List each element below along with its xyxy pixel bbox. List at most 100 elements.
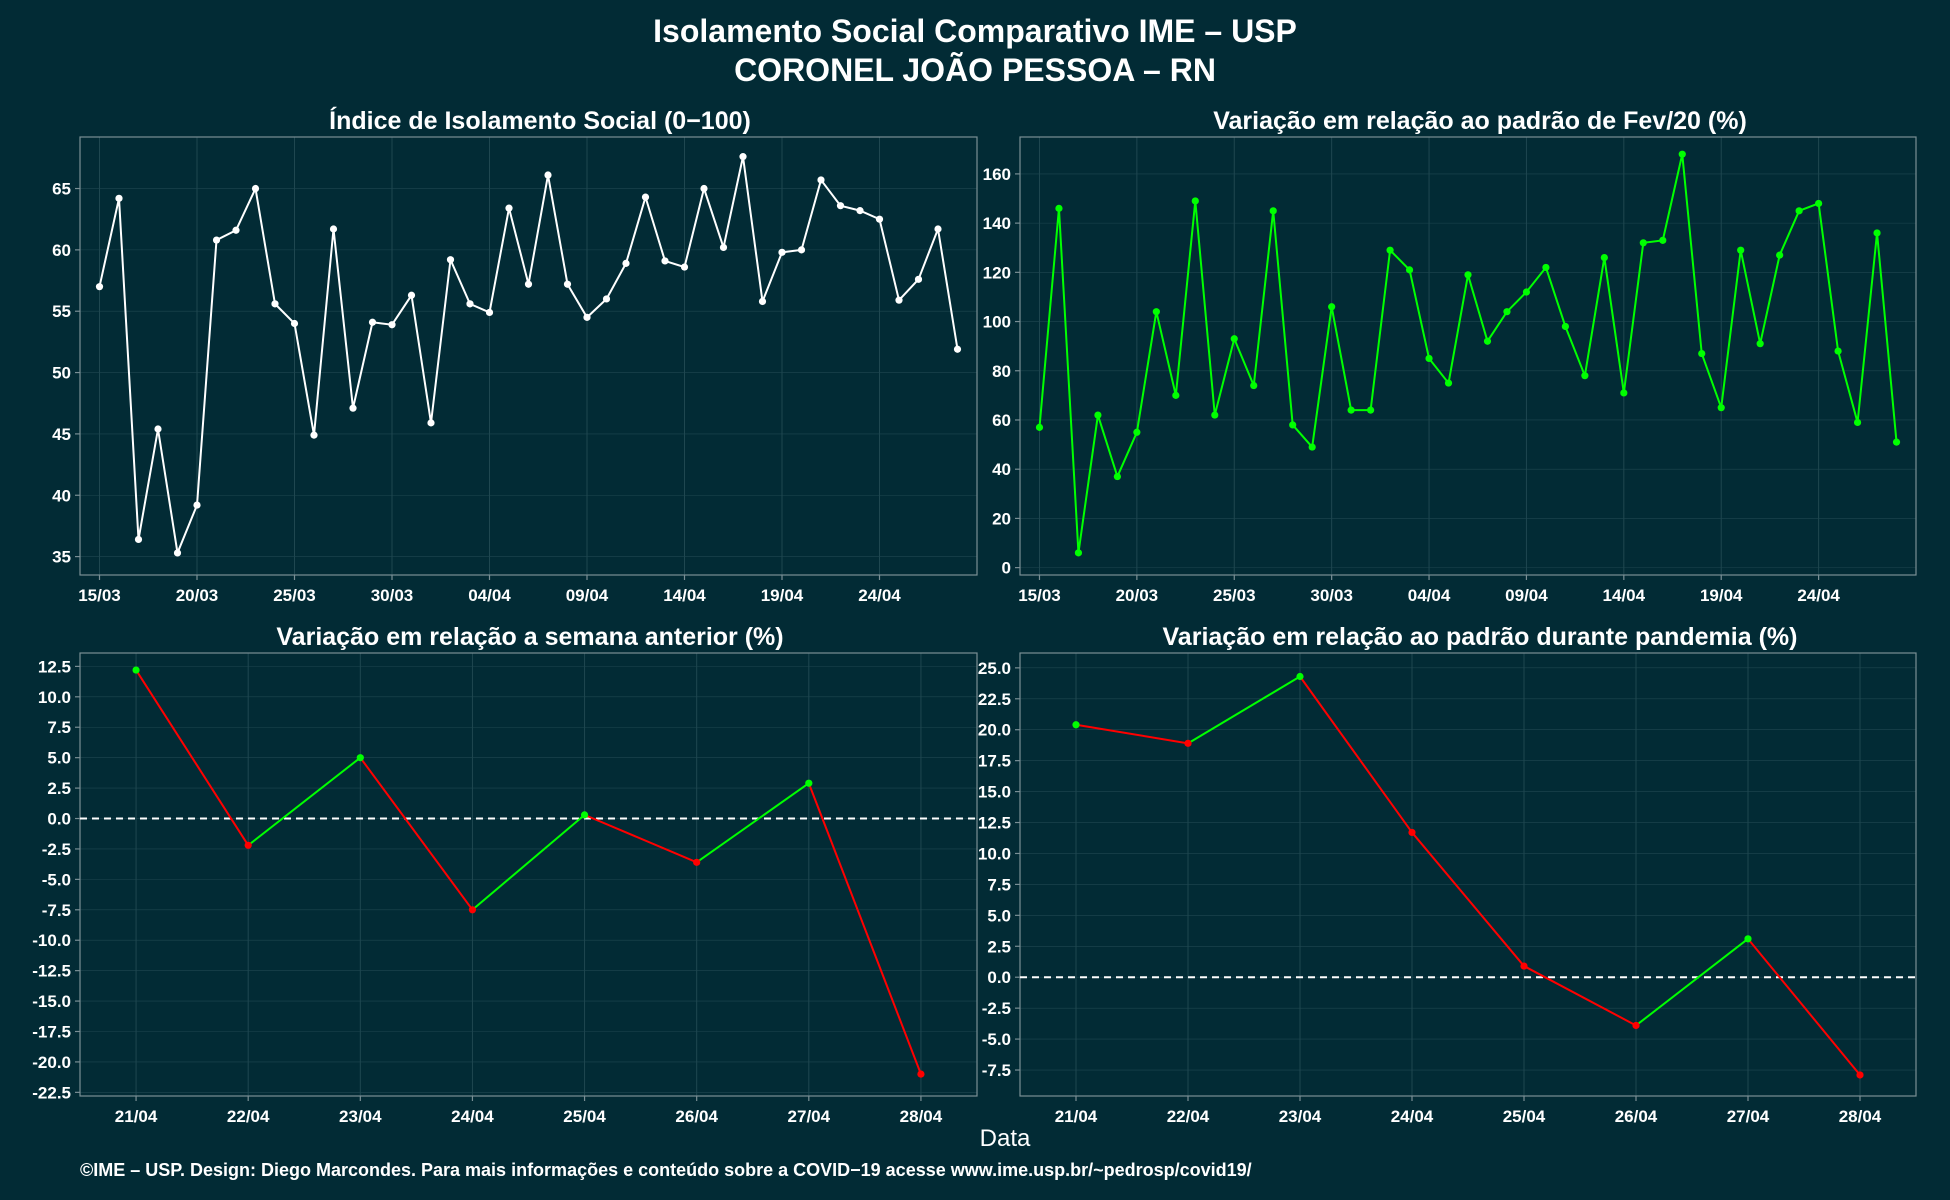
data-point: [1853, 418, 1862, 427]
x-tick-label: 27/04: [1727, 1107, 1770, 1126]
y-tick-label: -7.5: [42, 901, 71, 920]
y-tick-label: 35: [52, 548, 71, 567]
data-point: [914, 275, 923, 283]
data-point: [1620, 389, 1628, 397]
data-point: [778, 248, 786, 256]
y-tick-label: -15.0: [32, 992, 71, 1011]
data-point: [1296, 672, 1304, 681]
data-point: [1756, 340, 1764, 348]
data-point: [797, 246, 806, 254]
data-point: [173, 549, 182, 557]
data-point: [1367, 406, 1375, 414]
data-point: [427, 419, 435, 427]
data-point: [1191, 197, 1199, 205]
y-tick-label: 80: [992, 362, 1011, 381]
y-tick-label: -5.0: [982, 1030, 1011, 1049]
data-point: [1425, 354, 1433, 363]
x-tick-label: 27/04: [788, 1107, 831, 1126]
series-segment: [247, 756, 361, 847]
x-tick-label: 25/03: [1213, 586, 1256, 605]
data-point: [1678, 150, 1686, 158]
x-tick-label: 23/04: [339, 1107, 382, 1126]
x-tick-label: 24/04: [1797, 586, 1840, 605]
data-point: [244, 841, 252, 849]
data-point: [805, 779, 813, 787]
data-point: [1405, 266, 1414, 274]
data-point: [154, 425, 162, 433]
x-tick-label: 26/04: [675, 1107, 718, 1126]
data-point: [580, 811, 589, 819]
data-point: [251, 184, 260, 193]
x-tick-label: 26/04: [1615, 1107, 1658, 1126]
data-point: [1892, 438, 1901, 446]
data-point: [1055, 204, 1063, 212]
y-tick-label: 22.5: [978, 690, 1011, 709]
x-tick-label: 14/04: [1603, 586, 1646, 605]
data-point: [583, 313, 591, 321]
y-tick-label: 7.5: [47, 718, 71, 737]
data-point: [622, 259, 630, 267]
data-point: [1074, 549, 1083, 557]
data-point: [1152, 308, 1160, 316]
x-tick-label: 30/03: [371, 586, 414, 605]
y-tick-label: 0: [1002, 559, 1011, 578]
x-tick-label: 25/04: [563, 1107, 606, 1126]
data-point: [1289, 421, 1297, 429]
data-point: [505, 204, 513, 212]
x-tick-label: 24/04: [1391, 1107, 1434, 1126]
data-point: [115, 194, 123, 202]
data-point: [1444, 379, 1453, 387]
x-axis-label: Data: [980, 1125, 1031, 1152]
data-point: [1172, 391, 1180, 399]
data-point: [1522, 288, 1531, 296]
data-point: [1269, 207, 1277, 215]
data-point: [758, 297, 767, 306]
x-tick-label: 25/03: [273, 586, 316, 605]
data-point: [856, 207, 864, 215]
data-point: [1815, 199, 1823, 208]
plot-frame: [79, 652, 978, 1097]
data-point: [1834, 347, 1842, 355]
data-point: [1632, 1021, 1640, 1030]
y-tick-label: 100: [983, 313, 1011, 332]
y-tick-label: 40: [52, 486, 71, 505]
x-tick-label: 15/03: [78, 586, 121, 605]
series-segment: [1635, 938, 1749, 1027]
y-tick-label: 160: [983, 165, 1011, 184]
x-tick-label: 04/04: [468, 586, 511, 605]
y-tick-label: -5.0: [42, 870, 71, 889]
plot-frame: [79, 136, 978, 576]
data-point: [1072, 721, 1080, 729]
data-point: [485, 308, 494, 317]
x-tick-label: 04/04: [1408, 586, 1451, 605]
y-tick-label: 60: [992, 411, 1011, 430]
data-point: [680, 263, 689, 271]
data-point: [1230, 335, 1238, 343]
y-tick-label: -12.5: [32, 962, 71, 981]
data-point: [446, 256, 455, 264]
y-tick-label: 10.0: [38, 688, 71, 707]
data-point: [641, 193, 650, 201]
data-point: [368, 318, 377, 326]
x-tick-label: 20/03: [1116, 586, 1159, 605]
y-tick-label: 50: [52, 364, 71, 383]
data-point: [1464, 271, 1472, 279]
data-point: [1308, 443, 1316, 451]
x-tick-label: 24/04: [858, 586, 901, 605]
data-point: [1503, 308, 1511, 316]
y-tick-label: 12.5: [978, 814, 1011, 833]
series-segment: [807, 782, 922, 1075]
y-tick-label: 55: [52, 302, 71, 321]
data-point: [212, 236, 221, 244]
x-tick-label: 28/04: [1839, 1107, 1882, 1126]
data-point: [193, 501, 201, 509]
y-tick-label: 20.0: [978, 721, 1011, 740]
series-segment: [471, 814, 586, 911]
y-tick-label: 20: [992, 509, 1011, 528]
data-point: [693, 858, 701, 866]
data-point: [356, 754, 364, 762]
series-segment: [135, 669, 250, 846]
x-tick-label: 30/03: [1310, 586, 1353, 605]
y-tick-label: 5.0: [987, 906, 1011, 925]
